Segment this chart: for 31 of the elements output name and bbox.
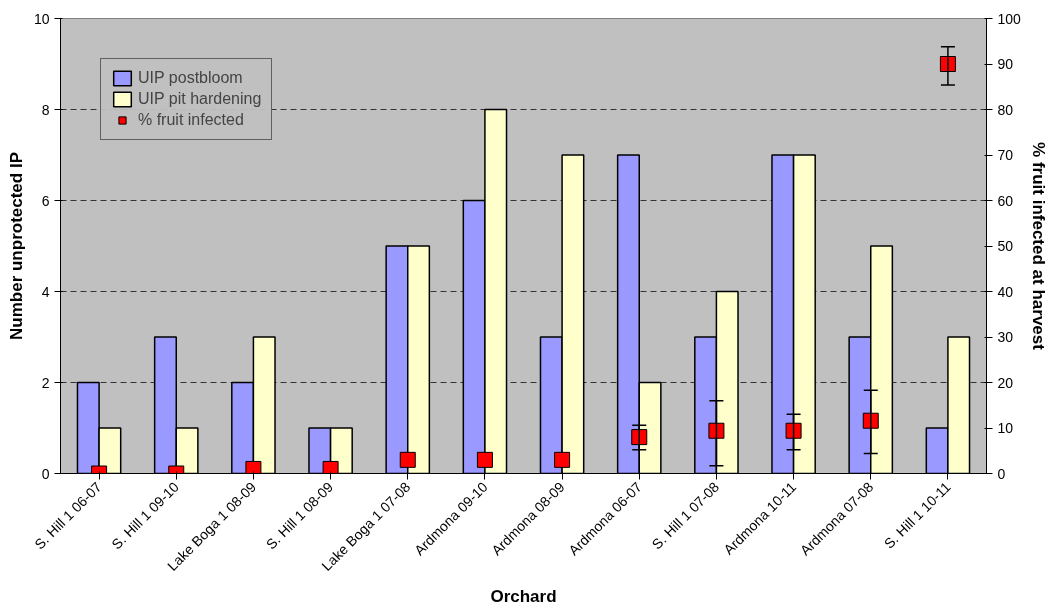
y-tick-label: 4 — [41, 283, 50, 300]
y-tick-label: 0 — [41, 465, 50, 482]
y2-tick-label: 10 — [997, 420, 1014, 436]
y2-tick-label: 90 — [997, 56, 1014, 72]
y2-tick-label: 100 — [997, 10, 1022, 27]
legend-label: UIP pit hardening — [138, 90, 262, 108]
y2-tick-label: 60 — [997, 192, 1014, 209]
point — [785, 422, 802, 439]
y-tick-label: 2 — [41, 374, 50, 391]
point — [554, 451, 571, 468]
point — [399, 451, 416, 468]
legend-label: % fruit infected — [138, 111, 244, 129]
point — [708, 422, 725, 439]
x-axis-title: Orchard — [490, 587, 557, 607]
y2-tick-label: 40 — [997, 283, 1014, 300]
y-tick-label: 10 — [33, 10, 50, 27]
point — [476, 451, 493, 468]
y-axis-title: Number unprotected IP — [6, 152, 26, 340]
y2-axis-title: % fruit infected at harvest — [1028, 142, 1048, 351]
y2-tick-label: 0 — [997, 465, 1006, 482]
y2-tick-label: 80 — [997, 101, 1014, 118]
y2-tick-label: 20 — [997, 374, 1014, 391]
y-tick-label: 8 — [41, 101, 50, 118]
y-tick-label: 6 — [41, 192, 50, 209]
legend-label: UIP postbloom — [138, 69, 243, 87]
y2-tick-label: 30 — [997, 329, 1014, 345]
y2-tick-label: 50 — [997, 238, 1014, 254]
point — [631, 429, 648, 446]
y2-tick-label: 70 — [997, 147, 1014, 163]
point — [245, 460, 262, 474]
point — [322, 460, 339, 474]
